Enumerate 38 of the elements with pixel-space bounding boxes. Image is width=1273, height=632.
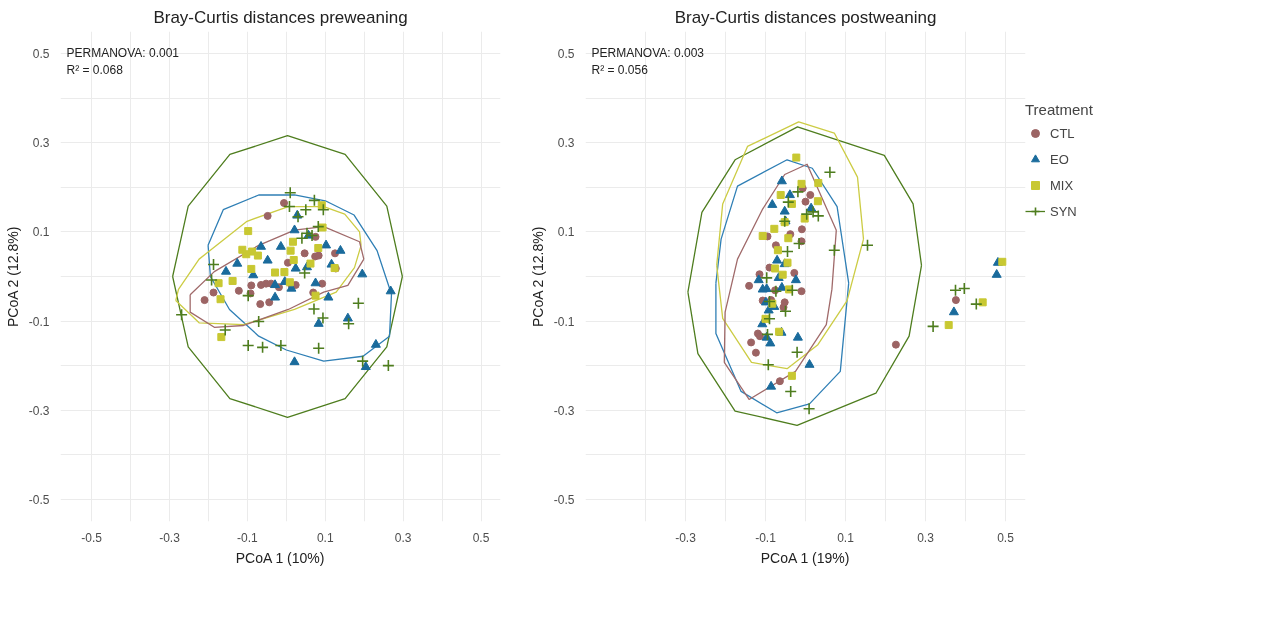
- legend-label: SYN: [1050, 203, 1077, 219]
- chart-title: Bray-Curtis distances preweaning: [153, 7, 408, 27]
- x-tick-label: -0.1: [237, 530, 259, 545]
- x-tick-label: -0.5: [81, 530, 103, 545]
- y-tick-label: -0.5: [28, 492, 50, 507]
- x-tick-label: 0.1: [837, 530, 855, 545]
- y-tick-label: 0.5: [32, 47, 50, 62]
- chart-title: Bray-Curtis distances postweaning: [674, 7, 937, 27]
- annotation: R² = 0.068: [66, 62, 124, 77]
- y-tick-label: -0.3: [553, 403, 575, 418]
- y-tick-label: 0.3: [557, 136, 575, 151]
- legend-label: EO: [1050, 151, 1070, 167]
- x-tick-label: 0.1: [316, 530, 334, 545]
- y-tick-label: 0.5: [557, 47, 575, 62]
- x-tick-label: 0.5: [997, 530, 1015, 545]
- x-tick-label: 0.3: [917, 530, 935, 545]
- y-tick-label: 0.1: [557, 225, 575, 240]
- y-tick-label: 0.3: [32, 136, 50, 151]
- annotation: PERMANOVA: 0.003: [591, 45, 705, 60]
- y-tick-label: -0.5: [553, 492, 575, 507]
- y-axis-title: PCoA 2 (12.8%): [4, 226, 21, 328]
- annotation: PERMANOVA: 0.001: [66, 45, 180, 60]
- annotation: R² = 0.056: [591, 62, 649, 77]
- x-axis-title: PCoA 1 (10%): [235, 549, 325, 566]
- y-axis-title: PCoA 2 (12.8%): [529, 226, 546, 328]
- y-tick-label: -0.3: [28, 403, 50, 418]
- y-tick-label: 0.1: [32, 225, 50, 240]
- x-tick-label: -0.3: [675, 530, 697, 545]
- legend-label: MIX: [1050, 177, 1074, 193]
- y-tick-label: -0.1: [28, 314, 50, 329]
- x-tick-label: 0.3: [394, 530, 412, 545]
- x-tick-label: -0.1: [755, 530, 777, 545]
- x-tick-label: -0.3: [159, 530, 181, 545]
- legend-title: Treatment: [1025, 101, 1093, 118]
- x-axis-title: PCoA 1 (19%): [760, 549, 850, 566]
- legend-label: CTL: [1050, 125, 1075, 141]
- y-tick-label: -0.1: [553, 314, 575, 329]
- x-tick-label: 0.5: [472, 530, 490, 545]
